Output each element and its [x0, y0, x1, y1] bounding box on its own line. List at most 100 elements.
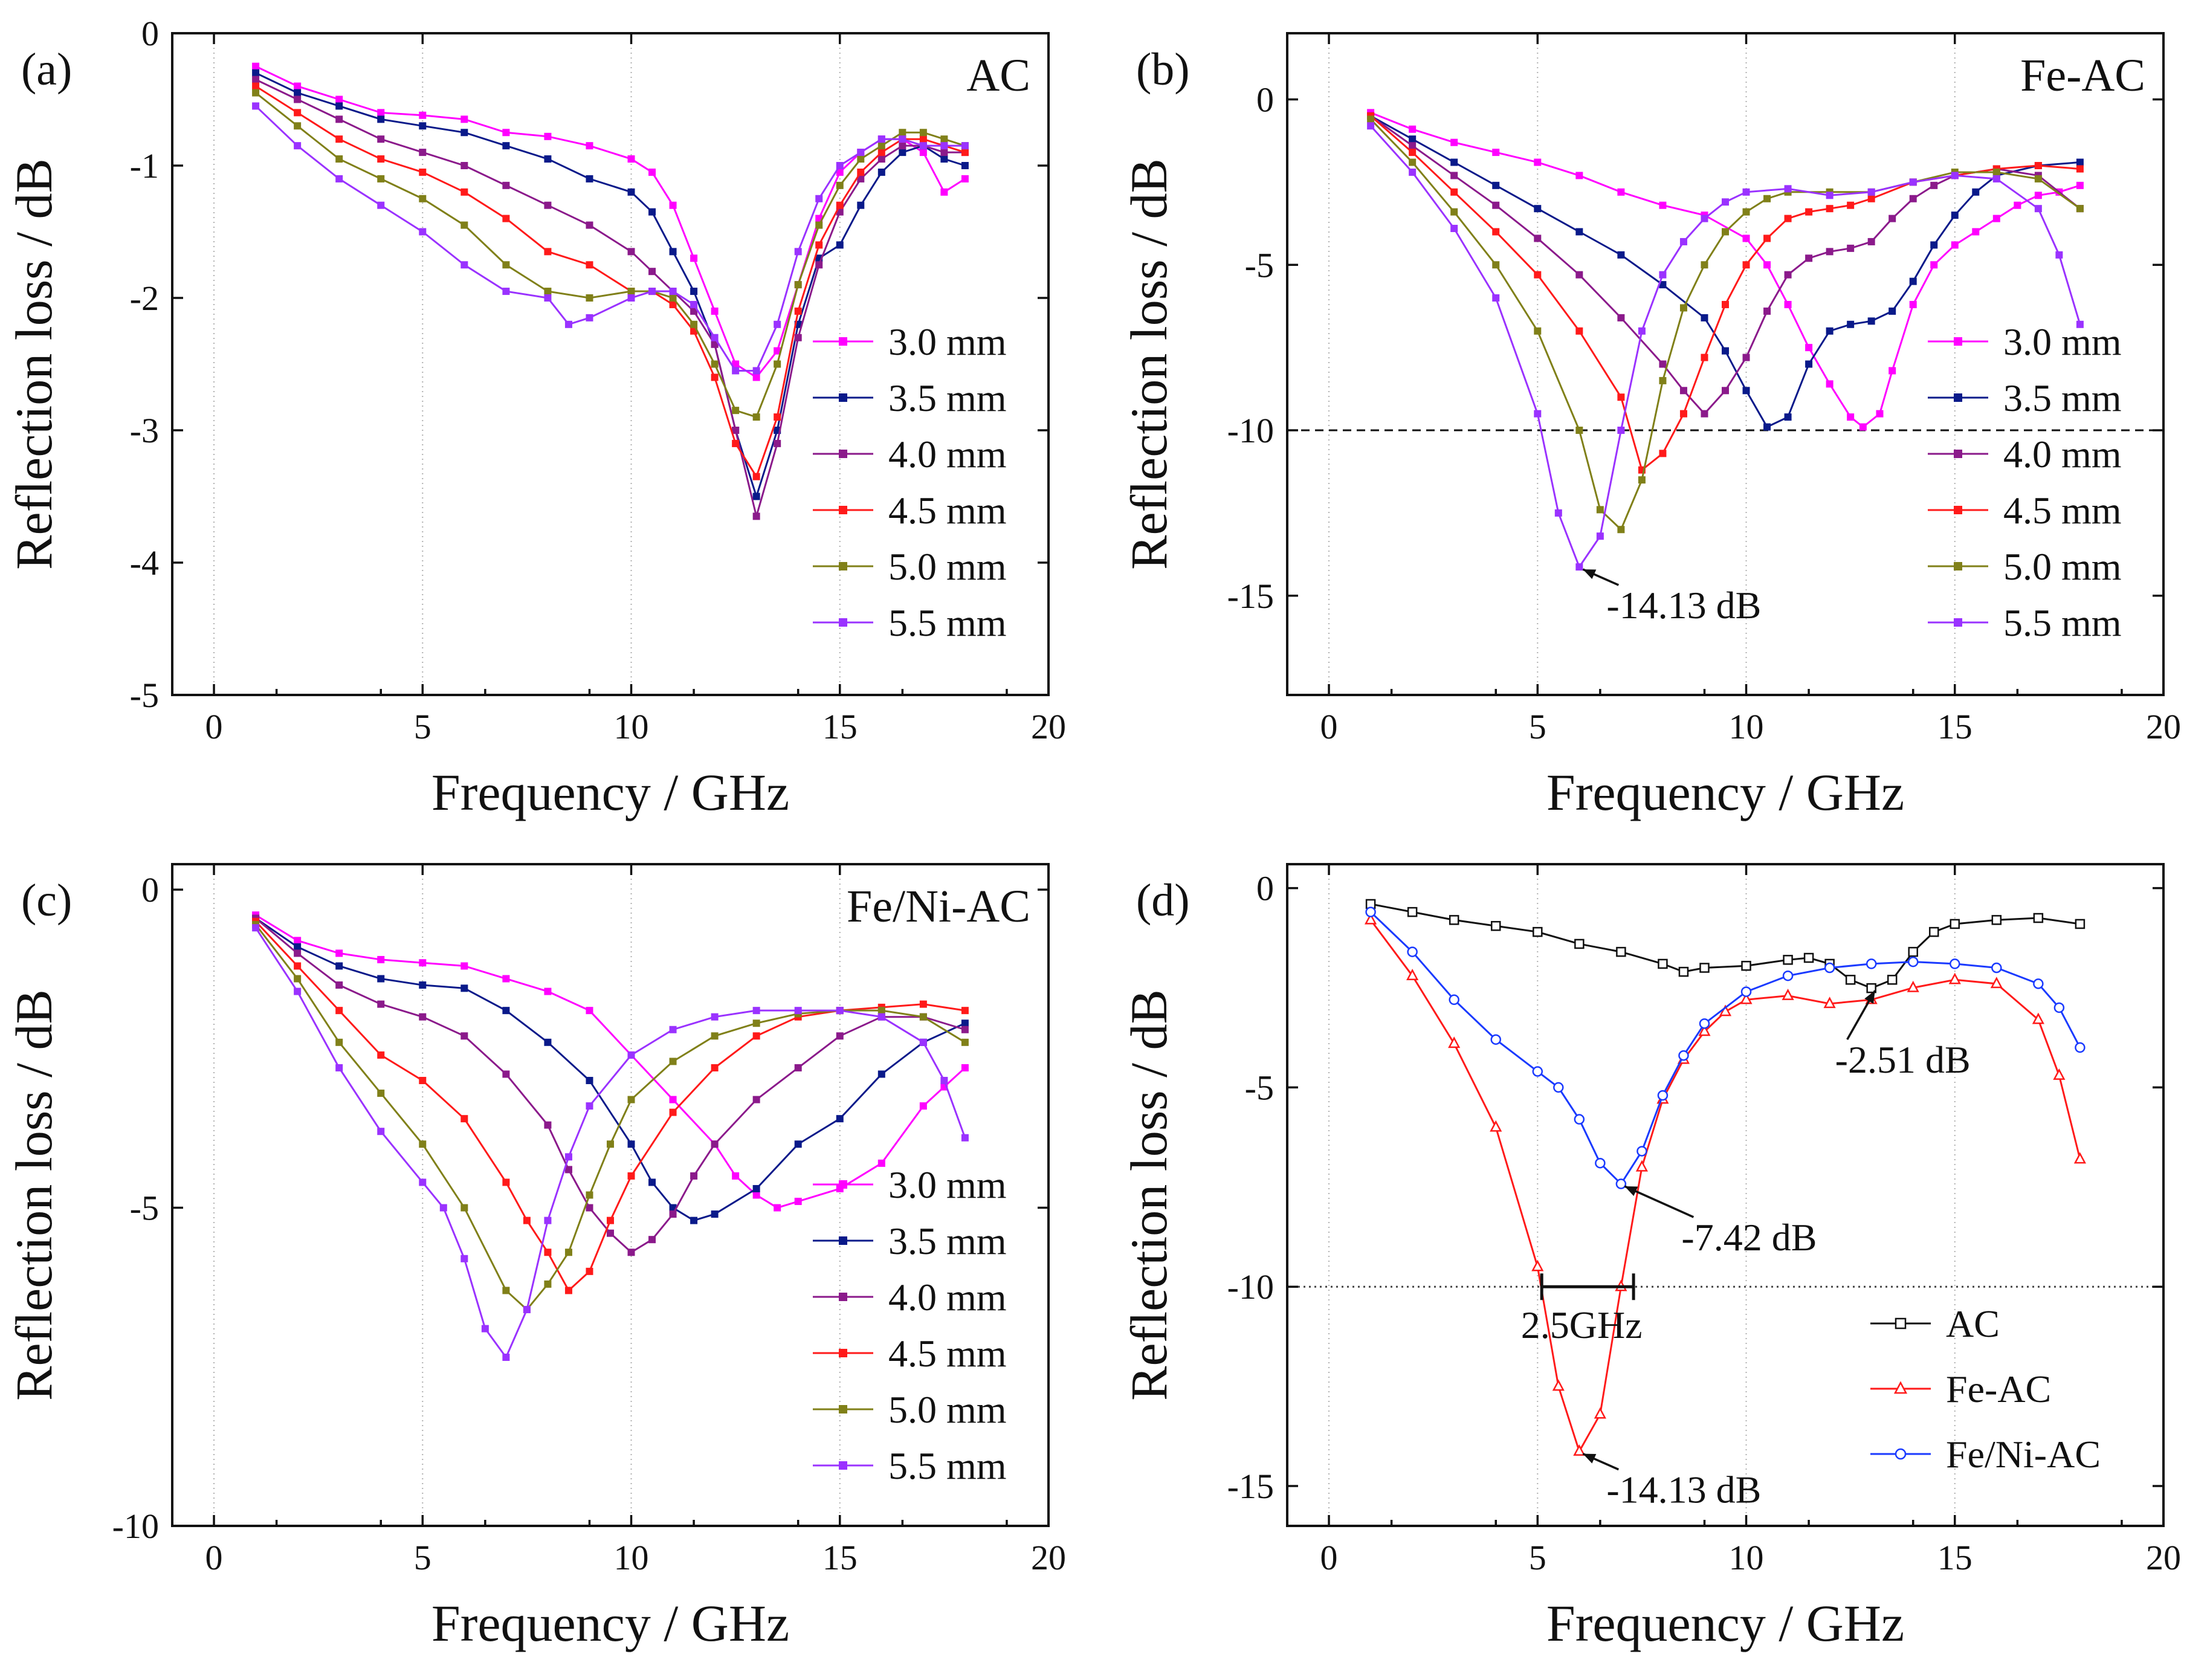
x-tick-label: 10 — [614, 1538, 649, 1577]
y-tick-label: -5 — [130, 676, 159, 715]
data-point — [419, 959, 427, 967]
data-point — [940, 188, 948, 196]
data-point — [460, 1032, 468, 1040]
data-point — [1867, 188, 1875, 196]
data-point — [1930, 181, 1938, 189]
data-point — [544, 1249, 552, 1256]
data-point — [752, 1007, 760, 1015]
data-point — [732, 427, 740, 434]
data-point — [1448, 1036, 1461, 1048]
legend-label: 3.0 mm — [2003, 320, 2122, 363]
data-point — [1876, 410, 1884, 418]
data-point — [794, 334, 802, 341]
data-point — [690, 1172, 698, 1180]
data-point — [564, 1166, 572, 1174]
data-point — [586, 261, 593, 269]
data-point — [1992, 215, 2000, 222]
data-point — [1406, 969, 1419, 980]
legend-label: 5.5 mm — [888, 1444, 1007, 1487]
x-tick-label: 0 — [205, 707, 223, 746]
data-point — [1805, 344, 1813, 352]
data-point — [1409, 149, 1417, 157]
data-point — [752, 367, 760, 375]
data-point — [1763, 261, 1771, 269]
data-point — [586, 314, 593, 321]
data-point — [544, 294, 552, 302]
data-point — [877, 168, 885, 176]
data-point — [627, 1172, 635, 1180]
y-tick-label: -5 — [1245, 245, 1274, 285]
data-point — [419, 1076, 427, 1084]
data-point — [919, 149, 927, 157]
data-point — [2076, 320, 2084, 328]
data-point — [419, 981, 427, 989]
y-tick-label: -2 — [130, 279, 159, 318]
data-point — [1492, 261, 1500, 269]
data-point — [1594, 1407, 1606, 1419]
data-point — [1617, 314, 1625, 321]
y-axis-title: Reflection loss / dB — [1120, 158, 1178, 570]
data-point — [899, 129, 906, 137]
series-ac — [1365, 899, 2086, 993]
data-point — [1492, 181, 1500, 189]
data-point — [961, 1007, 969, 1015]
data-point — [1784, 413, 1792, 421]
data-point — [961, 1134, 969, 1142]
data-point — [1951, 212, 1959, 219]
data-point — [669, 248, 677, 256]
data-point — [627, 1249, 635, 1256]
data-point — [1575, 327, 1583, 335]
legend-label: Fe/Ni-AC — [1946, 1433, 2101, 1476]
data-point — [857, 155, 865, 163]
data-point — [419, 228, 427, 236]
data-point — [877, 1070, 885, 1078]
data-point — [481, 1325, 489, 1333]
series-line — [255, 72, 966, 500]
y-tick-label: 0 — [141, 14, 159, 53]
x-axis-title: Frequency / GHz — [1546, 763, 1904, 821]
data-point — [877, 135, 885, 143]
data-point — [1698, 1024, 1711, 1036]
data-point — [1678, 1050, 1689, 1061]
data-point — [877, 149, 885, 157]
series-line — [255, 92, 966, 418]
panel-label: (c) — [21, 875, 72, 926]
data-point — [1575, 427, 1583, 434]
data-point — [857, 168, 865, 176]
x-tick-label: 0 — [205, 1538, 223, 1577]
data-point — [2032, 1012, 2044, 1024]
data-point — [335, 981, 343, 989]
data-point — [1534, 158, 1542, 166]
data-point — [1678, 966, 1689, 977]
data-point — [1617, 393, 1625, 401]
data-point — [544, 288, 552, 296]
y-tick-label: -15 — [1227, 577, 1274, 616]
data-point — [377, 1090, 385, 1097]
data-point — [774, 439, 781, 447]
series-5-5-mm — [1367, 122, 2084, 571]
data-point — [1909, 195, 1917, 202]
x-tick-label: 10 — [1729, 1538, 1764, 1577]
data-point — [627, 248, 635, 256]
legend-label: 5.5 mm — [888, 601, 1007, 644]
data-point — [2034, 162, 2042, 169]
data-point — [1991, 915, 2002, 925]
annotation-label: -14.13 dB — [1606, 1468, 1761, 1511]
legend-label: Fe-AC — [1946, 1368, 2051, 1410]
data-point — [1782, 970, 1794, 981]
data-point — [1990, 977, 2003, 989]
data-point — [564, 320, 572, 328]
data-point — [815, 261, 823, 269]
y-tick-label: -5 — [1245, 1068, 1274, 1107]
data-point — [1534, 234, 1542, 242]
data-point — [711, 340, 719, 348]
data-point — [877, 1159, 885, 1167]
data-point — [294, 89, 302, 97]
data-point — [586, 221, 593, 229]
data-point — [377, 975, 385, 983]
legend-marker — [839, 1349, 847, 1357]
data-point — [1803, 952, 1814, 963]
data-point — [1784, 215, 1792, 222]
data-point — [419, 122, 427, 130]
data-point — [1805, 208, 1813, 216]
